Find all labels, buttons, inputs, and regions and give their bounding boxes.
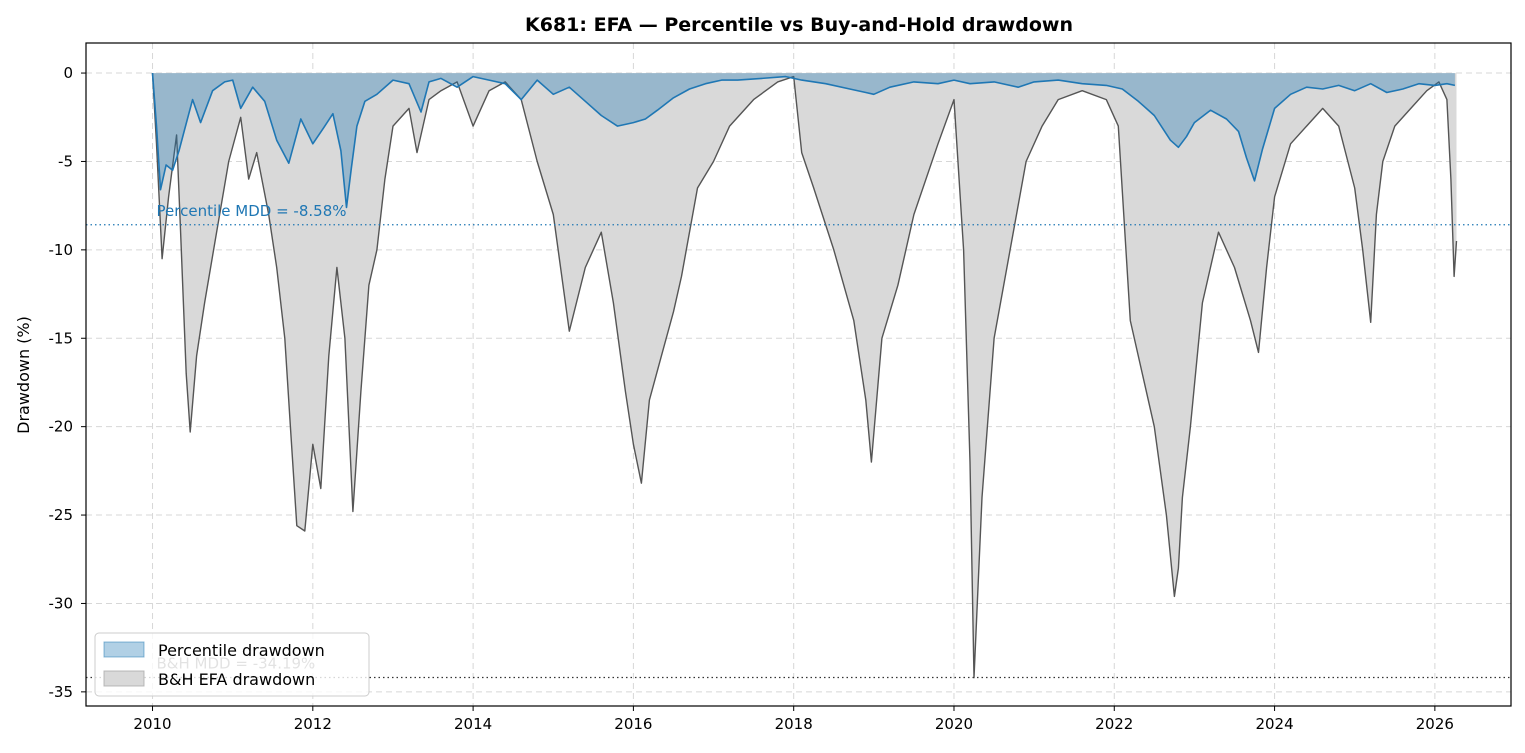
percentile-drawdown-area <box>152 73 1455 208</box>
x-tick-label: 2024 <box>1255 715 1293 733</box>
y-tick-label: 0 <box>63 64 73 82</box>
legend-swatch-bh <box>103 670 145 687</box>
y-tick-label: -30 <box>49 594 74 612</box>
x-tick-label: 2014 <box>454 715 492 733</box>
y-tick-label: -20 <box>49 418 74 436</box>
legend-label-bh: B&H EFA drawdown <box>158 670 315 689</box>
legend-swatch-percentile <box>103 641 145 658</box>
x-tick-label: 2020 <box>935 715 973 733</box>
legend: Percentile drawdown B&H EFA drawdown <box>94 632 370 697</box>
y-axis-label: Drawdown (%) <box>14 316 33 434</box>
plot-frame <box>85 42 1512 707</box>
legend-label-percentile: Percentile drawdown <box>158 641 325 660</box>
x-tick-label: 2026 <box>1416 715 1454 733</box>
x-tick-label: 2016 <box>614 715 652 733</box>
percentile-drawdown-line <box>151 73 1456 209</box>
y-tick-label: -5 <box>58 152 73 170</box>
y-tick-label: -15 <box>49 329 74 347</box>
percentile-mdd-label: Percentile MDD = -8.58% <box>157 202 347 220</box>
axis-ticks: 2010 2012 2014 2016 2018 2020 2022 2024 2026 0 -5 -… <box>49 64 1454 733</box>
bh-drawdown-line <box>151 73 1458 679</box>
y-tick-label: -35 <box>49 683 74 701</box>
x-tick-label: 2012 <box>294 715 332 733</box>
x-tick-label: 2022 <box>1095 715 1133 733</box>
x-tick-label: 2018 <box>775 715 813 733</box>
y-tick-label: -10 <box>49 241 74 259</box>
x-tick-label: 2010 <box>133 715 171 733</box>
y-tick-label: -25 <box>49 506 74 524</box>
legend-box <box>94 632 370 697</box>
chart-title: K681: EFA — Percentile vs Buy-and-Hold d… <box>525 14 1073 36</box>
